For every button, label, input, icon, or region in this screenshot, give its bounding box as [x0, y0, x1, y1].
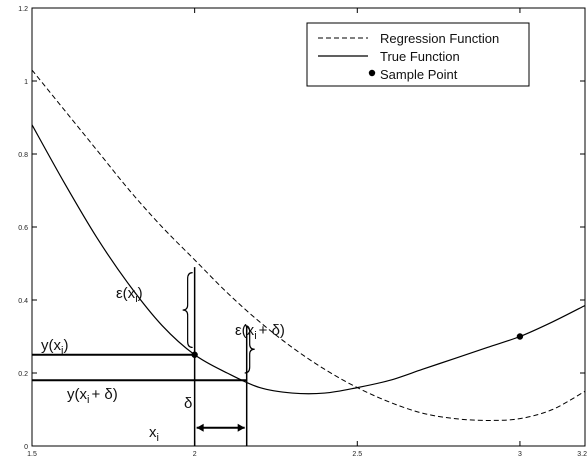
annotation-guides — [32, 267, 255, 446]
legend-box — [306, 22, 530, 87]
x-tick-label: 3 — [518, 451, 522, 458]
eps-xi-delta-brace — [244, 324, 255, 374]
legend-label-regression: Regression Function — [380, 31, 499, 46]
y-tick-label: 0 — [24, 444, 28, 451]
regression-function-line — [31, 69, 586, 421]
y-tick-label: 1 — [24, 79, 28, 86]
annotation-y-xi-delta: y(xi + δ) — [67, 386, 118, 406]
y-tick-label: 0.2 — [18, 371, 28, 378]
annotation-delta: δ — [184, 395, 192, 412]
delta-arrow-head-left — [196, 423, 204, 432]
x-tick-label: 1.5 — [27, 451, 37, 458]
true-function-line — [31, 124, 586, 395]
eps-xi-brace — [182, 272, 193, 349]
annotation-y-xi: y(xi) — [41, 337, 68, 357]
x-tick-label: 2 — [193, 451, 197, 458]
legend-label-sample: Sample Point — [380, 67, 458, 82]
series-group — [31, 69, 586, 421]
y-tick-label: 0.8 — [18, 152, 28, 159]
legend-label-true: True Function — [380, 49, 460, 64]
legend: Regression Function True Function Sample… — [306, 22, 530, 87]
y-tick-label: 1.2 — [18, 6, 28, 13]
y-tick-label: 0.4 — [18, 298, 28, 305]
sample-point — [516, 333, 524, 340]
delta-arrow-head-right — [237, 423, 245, 432]
y-tick-label: 0.6 — [18, 225, 28, 232]
x-tick-label: 3.2 — [577, 451, 587, 458]
annotation-eps-xi-delta: ε(xi + δ) — [235, 322, 285, 342]
legend-marker-sample — [368, 69, 376, 77]
x-tick-label: 2.5 — [352, 451, 362, 458]
annotation-eps-xi: ε(xi) — [116, 285, 143, 305]
annotation-xi: xi — [149, 424, 159, 444]
axis-ticks: 1.5 2 2.5 3 3.2 0 0.2 0.4 0.6 0.8 1 1.2 — [18, 6, 587, 458]
